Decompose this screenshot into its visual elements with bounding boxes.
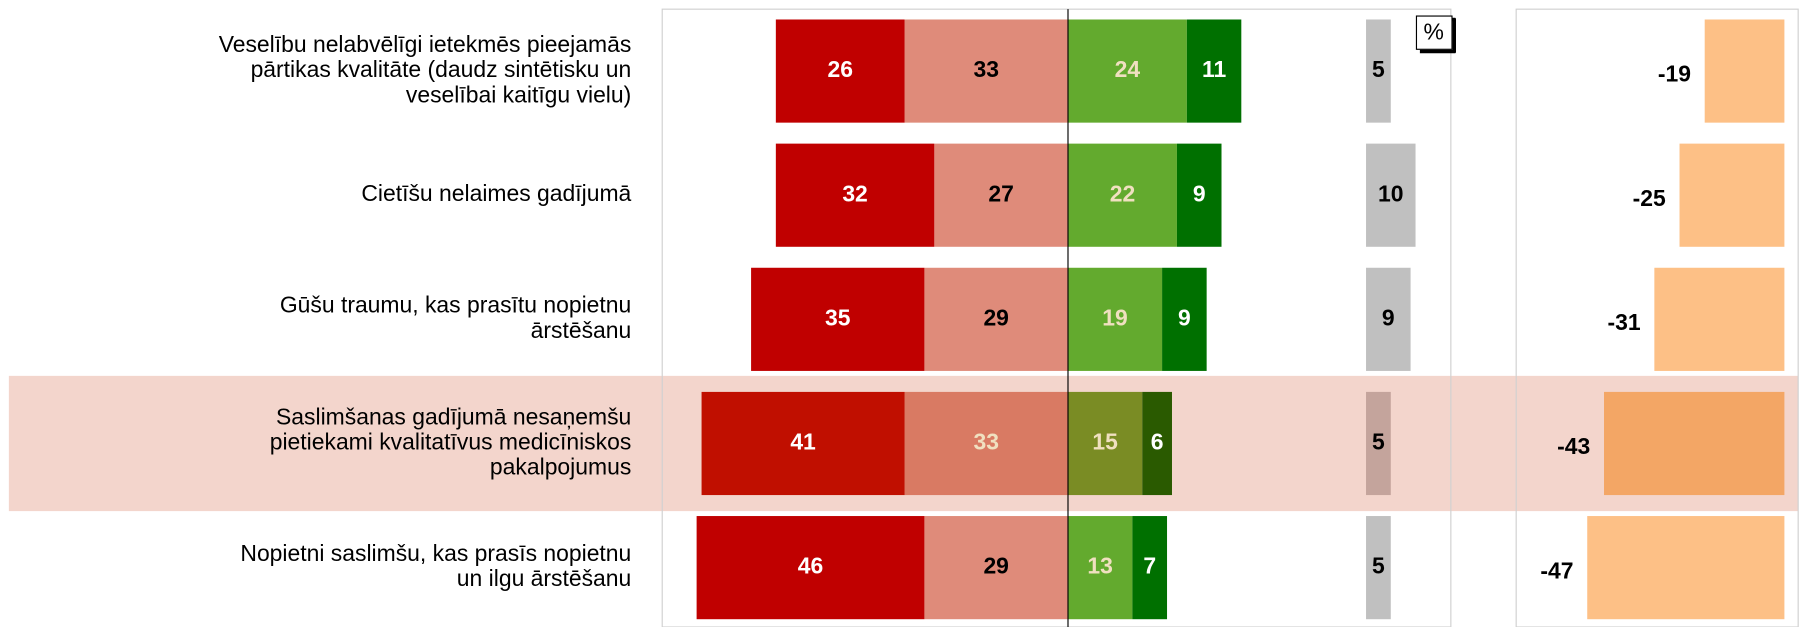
category-line: pietiekami kvalitatīvus medicīniskos (270, 429, 632, 455)
value-label: 29 (983, 553, 1008, 579)
value-label: 11 (1202, 56, 1226, 82)
category-line: pārtikas kvalitāte (daudz sintētisku un (251, 56, 632, 82)
category-label: Saslimšanas gadījumā nesaņemšu pietiekami… (270, 403, 632, 479)
other-bar (1366, 19, 1391, 123)
category-line: veselībai kaitīgu vielu) (406, 81, 631, 107)
value-label: 29 (983, 304, 1008, 330)
net-bar (1604, 391, 1785, 496)
unit-label: % (1423, 18, 1443, 44)
negative-bar (904, 391, 1068, 496)
negative-bar (924, 516, 1068, 620)
other-bar (1366, 143, 1416, 247)
other-bar (1366, 391, 1391, 496)
value-label: 32 (842, 180, 867, 206)
positive-bar (1067, 143, 1177, 247)
category-line: pakalpojumus (490, 454, 631, 480)
negative-bar (775, 19, 905, 123)
net-label: -31 (1607, 309, 1640, 335)
value-label: 13 (1087, 553, 1112, 579)
value-label: 5 (1372, 553, 1385, 579)
value-label: 22 (1110, 180, 1135, 206)
other-bar (1366, 267, 1411, 371)
category-line: Nopietni saslimšu, kas prasīs nopietnu (240, 540, 631, 566)
negative-bar (934, 143, 1068, 247)
value-label: 46 (798, 553, 823, 579)
other-bar (1366, 516, 1391, 620)
positive-bar (1162, 267, 1207, 371)
value-label: 10 (1378, 180, 1403, 206)
net-label: -25 (1633, 185, 1666, 211)
net-label: -47 (1540, 557, 1573, 583)
value-label: 33 (974, 56, 999, 82)
positive-bar (1067, 267, 1163, 371)
value-label: 6 (1151, 429, 1164, 455)
net-bar (1679, 143, 1785, 247)
value-label: 26 (827, 56, 852, 82)
value-label: 9 (1193, 180, 1206, 206)
value-label: 19 (1102, 304, 1127, 330)
value-label: 41 (790, 429, 816, 455)
value-label: 27 (988, 180, 1013, 206)
negative-bar (904, 19, 1068, 123)
category-line: ārstēšanu (531, 317, 632, 343)
net-label: -19 (1658, 61, 1691, 87)
category-line: un ilgu ārstēšanu (457, 565, 631, 591)
value-label: 5 (1372, 56, 1385, 82)
category-line: Gūšu traumu, kas prasītu nopietnu (280, 292, 631, 318)
category-line: Saslimšanas gadījumā nesaņemšu (276, 403, 631, 429)
value-label: 15 (1092, 429, 1118, 455)
positive-bar (1132, 516, 1168, 620)
negative-bar (924, 267, 1068, 371)
positive-bar (1186, 19, 1242, 123)
category-label: Nopietni saslimšu, kas prasīs nopietnu un… (240, 540, 631, 591)
value-label: 9 (1178, 304, 1191, 330)
unit-box (1415, 15, 1453, 50)
category-label: Gūšu traumu, kas prasītu nopietnu ārstēša… (280, 292, 631, 343)
positive-bar (1176, 143, 1222, 247)
net-label: -43 (1557, 433, 1590, 459)
negative-bar (701, 391, 905, 496)
category-line: Veselību nelabvēlīgi ietekmēs pieejamās (219, 31, 632, 57)
negative-bar (751, 267, 925, 371)
net-bar (1704, 19, 1785, 123)
value-label: 33 (974, 429, 999, 455)
positive-bar (1067, 391, 1143, 496)
value-label: 5 (1372, 429, 1385, 455)
value-label: 24 (1115, 56, 1141, 82)
category-label: Cietīšu nelaimes gadījumā (361, 180, 631, 206)
value-label: 9 (1382, 304, 1395, 330)
positive-bar (1067, 516, 1133, 620)
net-panel-frame (1515, 8, 1799, 627)
negative-bar (775, 143, 935, 247)
value-label: 7 (1143, 553, 1156, 579)
negative-bar (696, 516, 925, 620)
net-bar (1654, 267, 1785, 371)
positive-bar (1142, 391, 1172, 496)
panel-frame (661, 8, 1452, 627)
category-line: Cietīšu nelaimes gadījumā (361, 180, 631, 206)
positive-bar (1067, 19, 1187, 123)
value-label: 35 (825, 304, 851, 330)
category-label: Veselību nelabvēlīgi ietekmēs pieejamās p… (219, 31, 632, 107)
net-bar (1587, 516, 1785, 620)
